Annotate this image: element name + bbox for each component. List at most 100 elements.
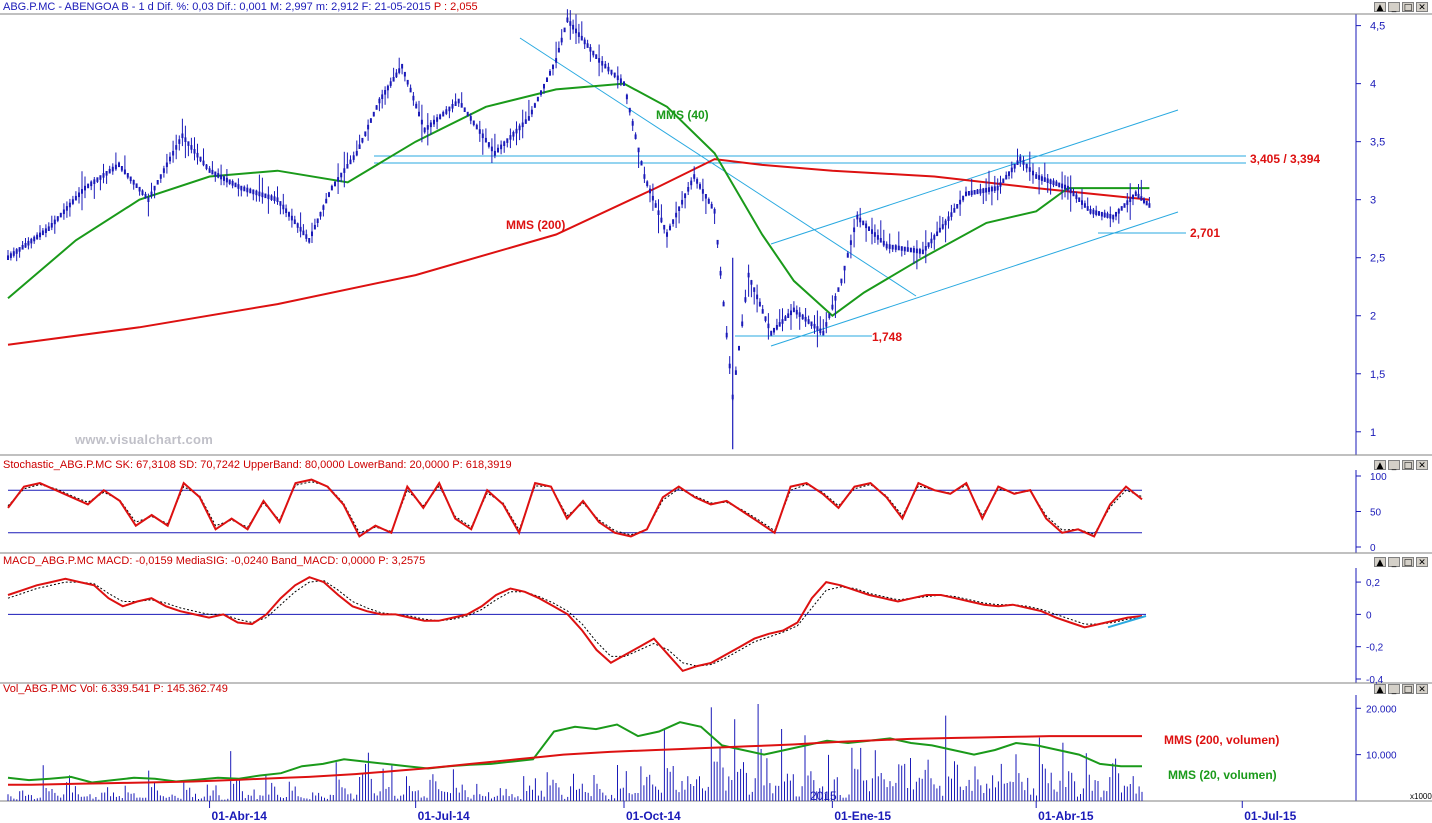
price-body — [93, 179, 96, 184]
price-body — [1038, 175, 1041, 180]
close-icon[interactable]: ✕ — [1416, 460, 1428, 471]
minimize-icon[interactable]: _ — [1388, 460, 1400, 471]
price-body — [144, 193, 147, 199]
price-body — [604, 63, 607, 69]
price-body — [41, 230, 44, 236]
price-body — [484, 137, 487, 143]
scroll-up-icon[interactable]: ▲ — [1374, 2, 1386, 13]
price-body — [710, 204, 713, 209]
price-body — [941, 224, 944, 229]
price-body — [979, 188, 982, 194]
macd-y-tick-label: -0,4 — [1366, 675, 1384, 686]
price-body — [503, 141, 506, 146]
price-body — [657, 210, 660, 215]
price-body — [982, 188, 985, 193]
price-body — [418, 111, 420, 117]
price-body — [279, 201, 282, 206]
price-body — [634, 134, 637, 139]
minimize-icon[interactable]: _ — [1388, 557, 1400, 568]
scroll-up-icon[interactable]: ▲ — [1374, 460, 1386, 471]
maximize-icon[interactable]: □ — [1402, 2, 1414, 13]
price-body — [693, 174, 696, 179]
price-body — [481, 133, 484, 139]
price-body — [572, 24, 575, 30]
price-body — [965, 191, 967, 197]
vol-y-tick-label: 20.000 — [1366, 704, 1397, 715]
price-body — [586, 43, 589, 48]
price-body — [616, 75, 619, 81]
close-icon[interactable]: ✕ — [1416, 684, 1428, 695]
price-body — [36, 234, 39, 240]
price-body — [744, 297, 747, 302]
price-body — [466, 111, 469, 117]
price-body — [557, 47, 560, 53]
price-body — [141, 190, 144, 195]
mms40-line — [7, 82, 1150, 317]
price-body — [114, 164, 117, 170]
price-y-tick-label: 4,5 — [1370, 21, 1385, 33]
price-body — [859, 217, 862, 223]
price-body — [625, 94, 628, 100]
price-body — [487, 142, 490, 147]
price-body — [497, 147, 499, 153]
price-body — [90, 181, 93, 187]
price-body — [12, 251, 15, 256]
macd-header-p: P: 3,2575 — [378, 555, 426, 567]
maximize-icon[interactable]: □ — [1402, 557, 1414, 568]
scroll-up-icon[interactable]: ▲ — [1374, 557, 1386, 568]
price-body — [436, 117, 439, 122]
price-body — [285, 208, 288, 213]
price-y-tick-label: 2 — [1370, 311, 1376, 323]
maximize-icon[interactable]: □ — [1402, 460, 1414, 471]
price-body — [267, 194, 270, 200]
scroll-up-icon[interactable]: ▲ — [1374, 684, 1386, 695]
close-icon[interactable]: ✕ — [1416, 2, 1428, 13]
price-body — [795, 309, 798, 315]
minimize-icon[interactable]: _ — [1388, 2, 1400, 13]
price-body — [996, 185, 999, 191]
price-body — [1092, 209, 1095, 215]
price-body — [918, 249, 921, 254]
price-body — [138, 186, 141, 192]
price-body — [885, 243, 888, 249]
trendline — [770, 211, 1179, 347]
x-tick-label: 01-Abr-14 — [212, 809, 268, 823]
price-body — [897, 245, 900, 251]
price-body — [1109, 214, 1112, 219]
price-y-tick-label: 2,5 — [1370, 253, 1385, 265]
price-body — [84, 185, 86, 191]
price-body — [175, 145, 178, 150]
price-body — [628, 107, 631, 113]
maximize-icon[interactable]: □ — [1402, 684, 1414, 695]
price-body — [1075, 194, 1078, 200]
price-body — [47, 226, 50, 231]
volume-panel: 10.000 20.000 — [7, 704, 1397, 801]
price-body — [68, 202, 71, 208]
price-body — [865, 223, 868, 229]
price-body — [734, 370, 737, 375]
price-body — [947, 216, 950, 221]
price-body — [237, 184, 240, 189]
price-body — [442, 111, 445, 117]
price-body — [59, 212, 62, 218]
price-body — [1055, 181, 1058, 187]
price-panel: 1 1,5 2 2,5 3 3,5 4 4,5 — [7, 9, 1385, 450]
price-body — [159, 174, 162, 179]
price-body — [1140, 196, 1143, 201]
minimize-icon[interactable]: _ — [1388, 684, 1400, 695]
price-header-p: P : 2,055 — [433, 1, 478, 13]
price-body — [506, 138, 509, 143]
price-body — [62, 209, 65, 215]
vol-y-tick-label: 10.000 — [1366, 751, 1397, 762]
price-body — [716, 239, 719, 245]
close-icon[interactable]: ✕ — [1416, 557, 1428, 568]
price-body — [214, 171, 217, 177]
price-body — [15, 249, 18, 254]
price-body — [126, 173, 129, 178]
price-body — [701, 189, 704, 194]
stoch-window-controls: ▲ _ □ ✕ — [1374, 460, 1428, 471]
price-body — [184, 137, 187, 142]
price-body — [372, 111, 375, 117]
price-body — [770, 330, 773, 336]
